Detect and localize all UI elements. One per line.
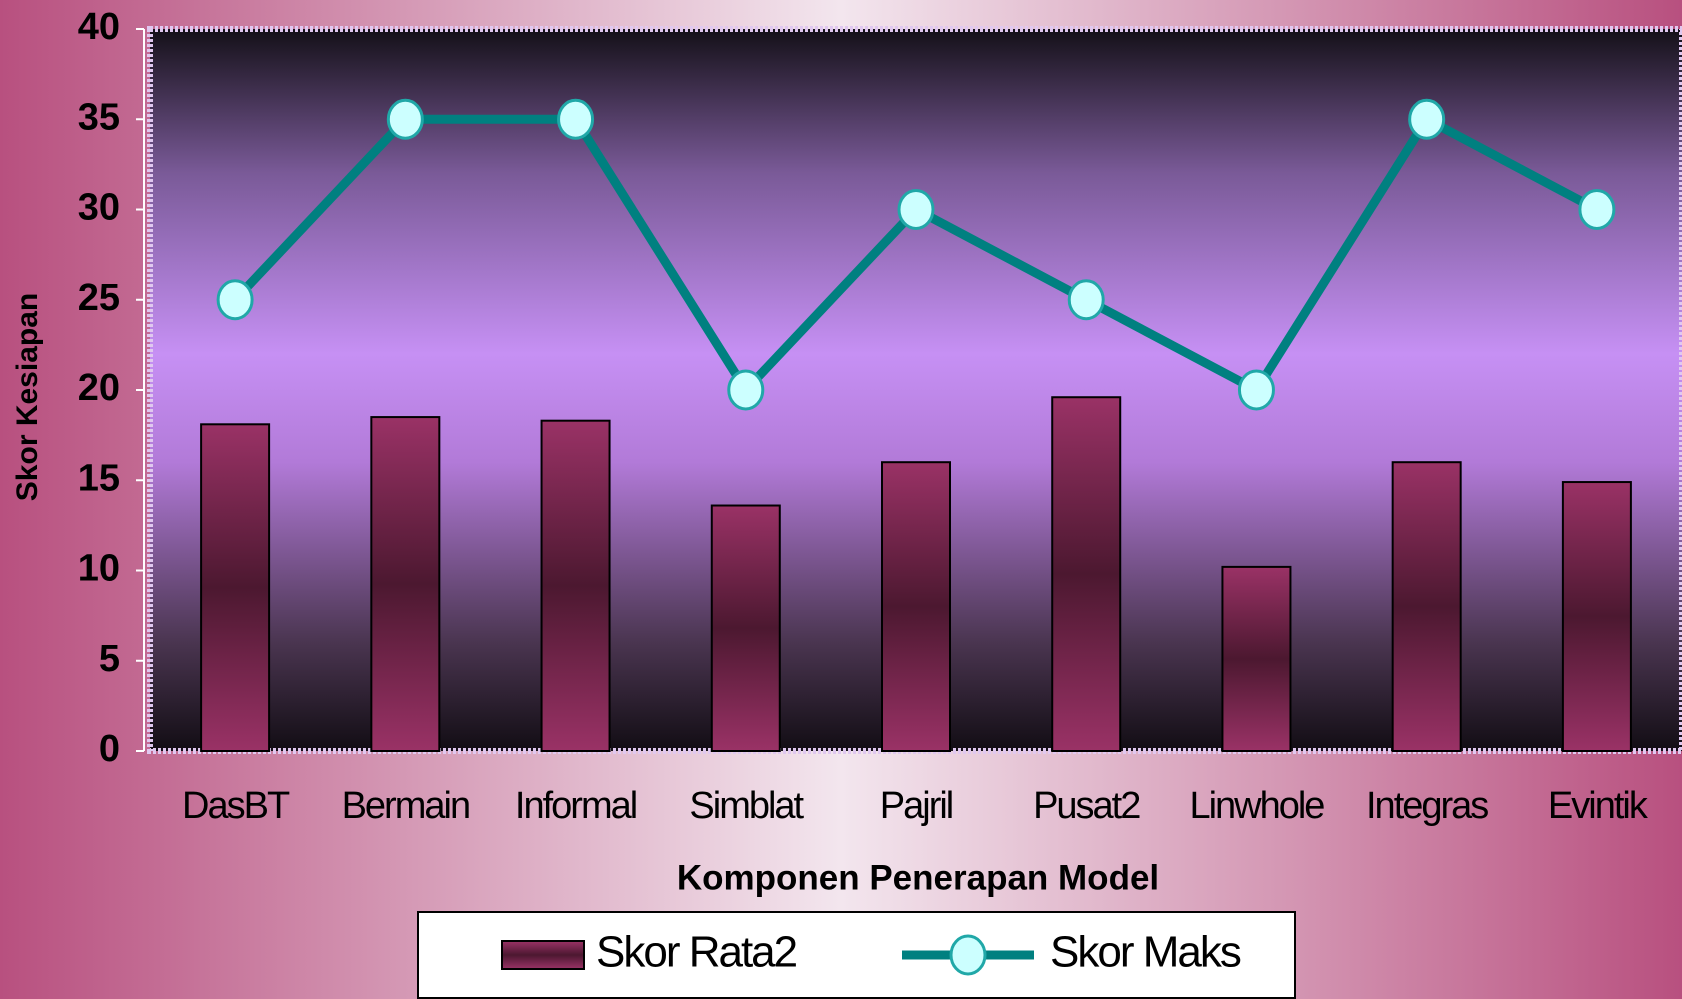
- y-tick-label: 15: [78, 457, 120, 499]
- bar: [710, 504, 781, 752]
- x-tick-label: Pusat2: [1033, 785, 1140, 827]
- marker: [1578, 189, 1616, 230]
- x-tick-label: Simblat: [689, 785, 804, 827]
- marker: [557, 98, 595, 140]
- bar: [200, 423, 271, 752]
- marker: [216, 279, 254, 321]
- marker: [727, 369, 765, 411]
- marker: [386, 98, 424, 140]
- bar: [1561, 481, 1632, 752]
- y-tick-label: 25: [78, 277, 120, 319]
- y-axis-title: Skor Kesiapan: [11, 293, 44, 501]
- legend: [417, 911, 1296, 999]
- x-tick-label: Linwhole: [1189, 785, 1324, 827]
- y-tick-label: 35: [78, 96, 120, 138]
- y-tick-label: 5: [99, 638, 120, 680]
- x-tick-label: Bermain: [342, 785, 470, 827]
- x-axis-title: Komponen Penerapan Model: [677, 858, 1159, 897]
- bar: [1391, 461, 1462, 752]
- y-tick-label: 0: [99, 728, 120, 770]
- y-tick-label: 40: [78, 6, 120, 48]
- legend-label: Skor Rata2: [596, 928, 797, 977]
- y-tick-label: 30: [78, 187, 120, 229]
- x-tick-label: Pajril: [880, 785, 952, 827]
- y-tick-label: 10: [78, 548, 120, 590]
- y-tick-label: 20: [78, 367, 120, 409]
- marker: [1408, 98, 1446, 140]
- x-tick-label: Informal: [515, 785, 636, 827]
- x-tick-label: Evintik: [1548, 785, 1649, 827]
- bar: [1221, 565, 1292, 753]
- x-tick-label: Integras: [1366, 785, 1488, 827]
- bar: [370, 416, 441, 752]
- bar: [881, 461, 951, 752]
- bar: [1051, 396, 1122, 752]
- bar: [540, 419, 611, 752]
- legend-label: Skor Maks: [1050, 928, 1241, 977]
- marker: [949, 934, 987, 976]
- marker: [1067, 279, 1105, 321]
- x-tick-label: DasBT: [182, 785, 290, 827]
- legend-swatch: [501, 940, 585, 970]
- marker: [897, 189, 935, 230]
- marker: [1237, 369, 1275, 411]
